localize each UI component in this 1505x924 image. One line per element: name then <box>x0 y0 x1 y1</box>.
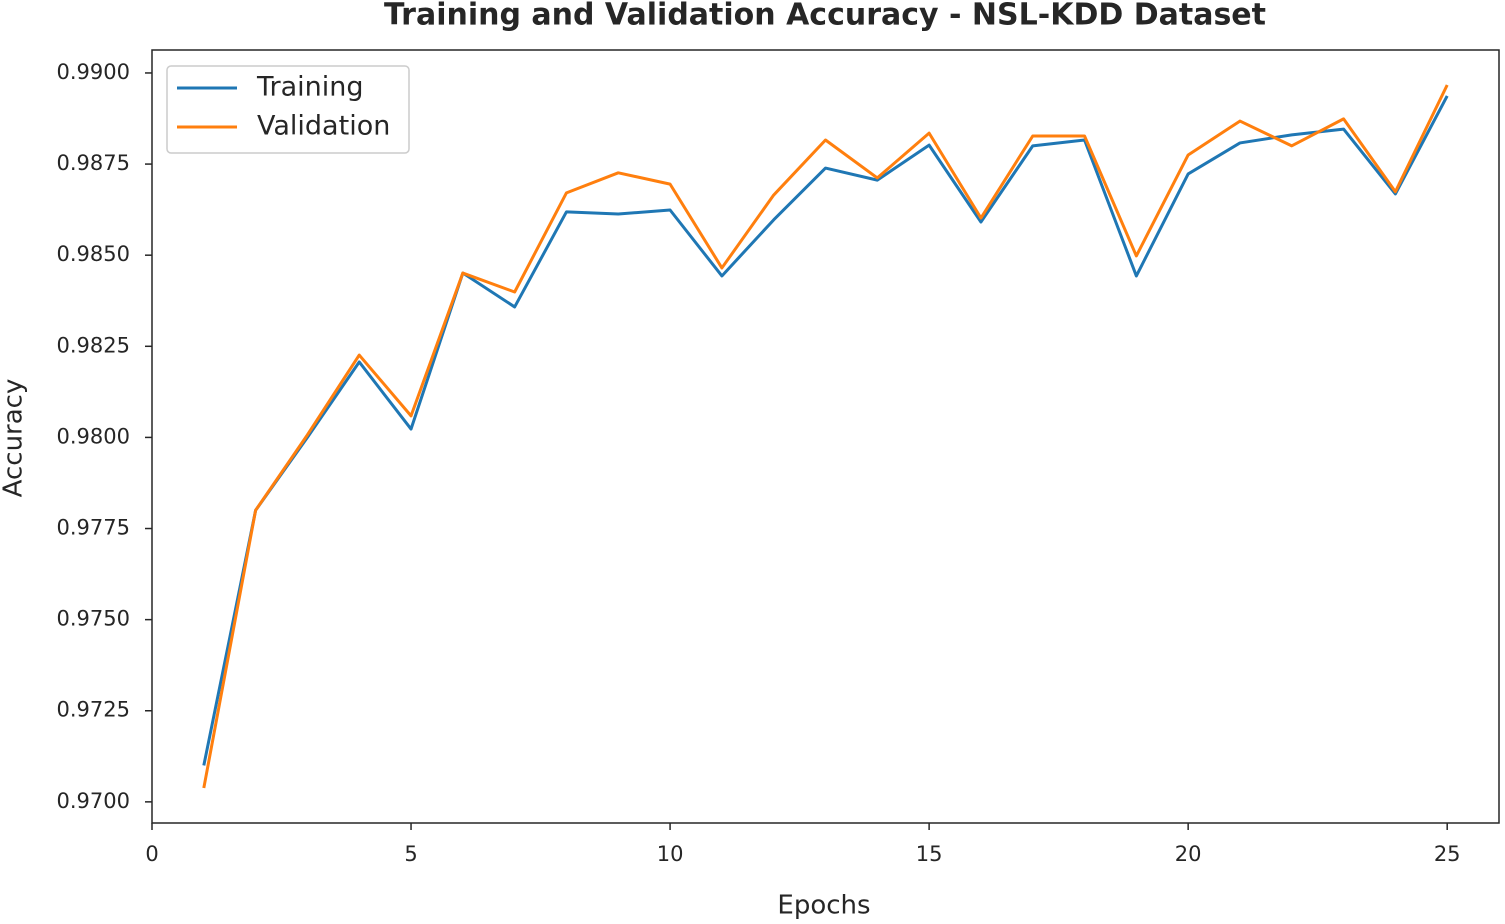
x-tick-label: 20 <box>1175 842 1202 866</box>
x-axis-label: Epochs <box>777 891 870 921</box>
y-tick-label: 0.9800 <box>57 424 130 448</box>
line <box>202 95 1449 766</box>
y-tick-label: 0.9875 <box>57 151 130 175</box>
line <box>202 84 1449 789</box>
chart-title: Training and Validation Accuracy - NSL-K… <box>384 0 1266 33</box>
y-tick-label: 0.9825 <box>57 333 130 357</box>
y-tick-label: 0.9775 <box>57 516 130 540</box>
x-tick-label: 15 <box>916 842 943 866</box>
legend-label: Validation <box>257 111 390 142</box>
x-tick-label: 10 <box>657 842 684 866</box>
plot-frame <box>151 49 1500 824</box>
y-tick-label: 0.9900 <box>57 60 130 84</box>
y-tick-label: 0.9850 <box>57 242 130 266</box>
y-tick-label: 0.9750 <box>57 607 130 631</box>
x-tick-label: 0 <box>145 842 158 866</box>
legend-label: Training <box>256 72 364 103</box>
x-tick-label: 25 <box>1434 842 1461 866</box>
y-tick-label: 0.9725 <box>57 698 130 722</box>
y-tick-label: 0.9700 <box>57 789 130 813</box>
x-tick-label: 5 <box>404 842 417 866</box>
y-axis-label: Accuracy <box>0 379 29 498</box>
